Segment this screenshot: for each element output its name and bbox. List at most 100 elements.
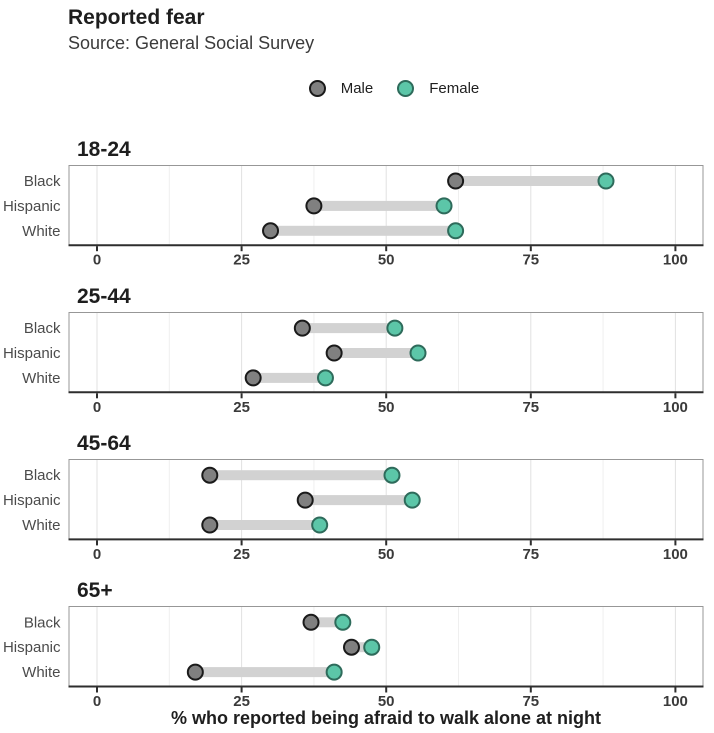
connector-bar [209,470,392,481]
y-axis-label: Black [24,614,61,631]
x-tick-label: 75 [522,399,539,416]
y-axis-label: Hispanic [3,492,61,509]
y-axis-label: Black [24,320,61,337]
dumbbell-row [305,197,453,215]
male-dot [186,663,204,681]
x-tick-label: 25 [233,546,250,563]
male-dot [325,344,343,362]
facet-panel: 0 25 50 75 100 65+ Black Hispanic White [3,579,704,710]
x-tick-label: 100 [663,252,688,269]
facet-label: 25-44 [77,285,131,308]
male-dot [342,638,360,656]
x-tick-label: 0 [93,399,101,416]
male-dot-icon [308,79,326,97]
x-tick-label: 50 [378,693,395,710]
female-dot [316,369,334,387]
male-dot [201,466,219,484]
male-dot [262,222,280,240]
dumbbell-row [201,466,401,484]
female-dot [409,344,427,362]
male-dot [447,172,465,190]
x-tick-label: 0 [93,546,101,563]
y-axis-label: White [22,517,60,534]
dumbbell-row [244,369,334,387]
dumbbell-row [201,516,329,534]
male-dot [296,491,314,509]
connector-bar [313,200,445,211]
female-dot [435,197,453,215]
male-dot [293,319,311,337]
legend-item-female: Female [397,79,480,97]
x-tick-label: 75 [522,693,539,710]
female-dot [334,613,352,631]
female-dot [447,222,465,240]
connector-bar [311,617,343,628]
y-axis-label: Hispanic [3,639,61,656]
female-dot [597,172,615,190]
facet-panel: 0 25 50 75 100 45-64 Black Hispanic White [3,432,704,563]
x-axis-title: % who reported being afraid to walk alon… [170,708,602,728]
dumbbell-row [296,491,421,509]
connector-bar [253,372,326,383]
connector-bar [455,176,606,186]
legend: Male Female [69,79,711,97]
female-dot [325,663,343,681]
dumbbell-row [342,638,381,656]
male-dot [244,369,262,387]
x-tick-label: 50 [378,546,395,563]
male-dot [201,516,219,534]
facet-panel: 0 25 50 75 100 25-44 Black Hispanic White [3,285,704,416]
x-tick-label: 50 [378,399,395,416]
x-tick-label: 0 [93,693,101,710]
x-tick-label: 75 [522,252,539,269]
connector-bar [302,323,395,334]
x-tick-label: 50 [378,252,395,269]
connector-bar [334,348,419,358]
facet-label: 65+ [77,579,113,602]
x-tick-label: 100 [663,546,688,563]
dumbbell-row [302,613,352,631]
dumbbell-row [293,319,404,337]
x-tick-label: 100 [663,399,688,416]
dumbbell-row [186,663,343,681]
x-tick-label: 25 [233,399,250,416]
connector-bar [270,225,456,236]
connector-bar [351,642,372,653]
dumbbell-row [447,172,615,190]
female-dot-icon [397,79,415,97]
male-dot [305,197,323,215]
connector-bar [195,667,335,678]
facet-panel: 0 25 50 75 100 18-24 Black Hispanic White [3,138,704,269]
connector-bar [305,495,413,506]
chart-title: Reported fear [68,6,205,29]
y-axis-label: Hispanic [3,345,61,362]
y-axis-label: Black [24,467,61,484]
female-dot [403,491,421,509]
female-dot [386,319,404,337]
legend-label-female: Female [429,79,480,97]
facet-label: 18-24 [77,138,131,161]
legend-label-male: Male [340,79,374,97]
female-dot [311,516,329,534]
connector-bar [209,520,320,530]
x-tick-label: 25 [233,252,250,269]
female-dot [363,638,381,656]
dumbbell-row [262,222,465,240]
male-dot [302,613,320,631]
y-axis-label: White [22,370,60,387]
x-tick-label: 0 [93,252,101,269]
y-axis-label: Black [24,173,61,190]
y-axis-label: White [22,664,60,681]
legend-item-male: Male [308,79,374,97]
x-tick-label: 75 [522,546,539,563]
facet-label: 45-64 [77,432,131,455]
x-tick-label: 25 [233,693,250,710]
y-axis-label: Hispanic [3,198,61,215]
x-tick-label: 100 [663,693,688,710]
female-dot [383,466,401,484]
dumbbell-row [325,344,427,362]
chart-subtitle: Source: General Social Survey [68,33,315,53]
y-axis-label: White [22,223,60,240]
